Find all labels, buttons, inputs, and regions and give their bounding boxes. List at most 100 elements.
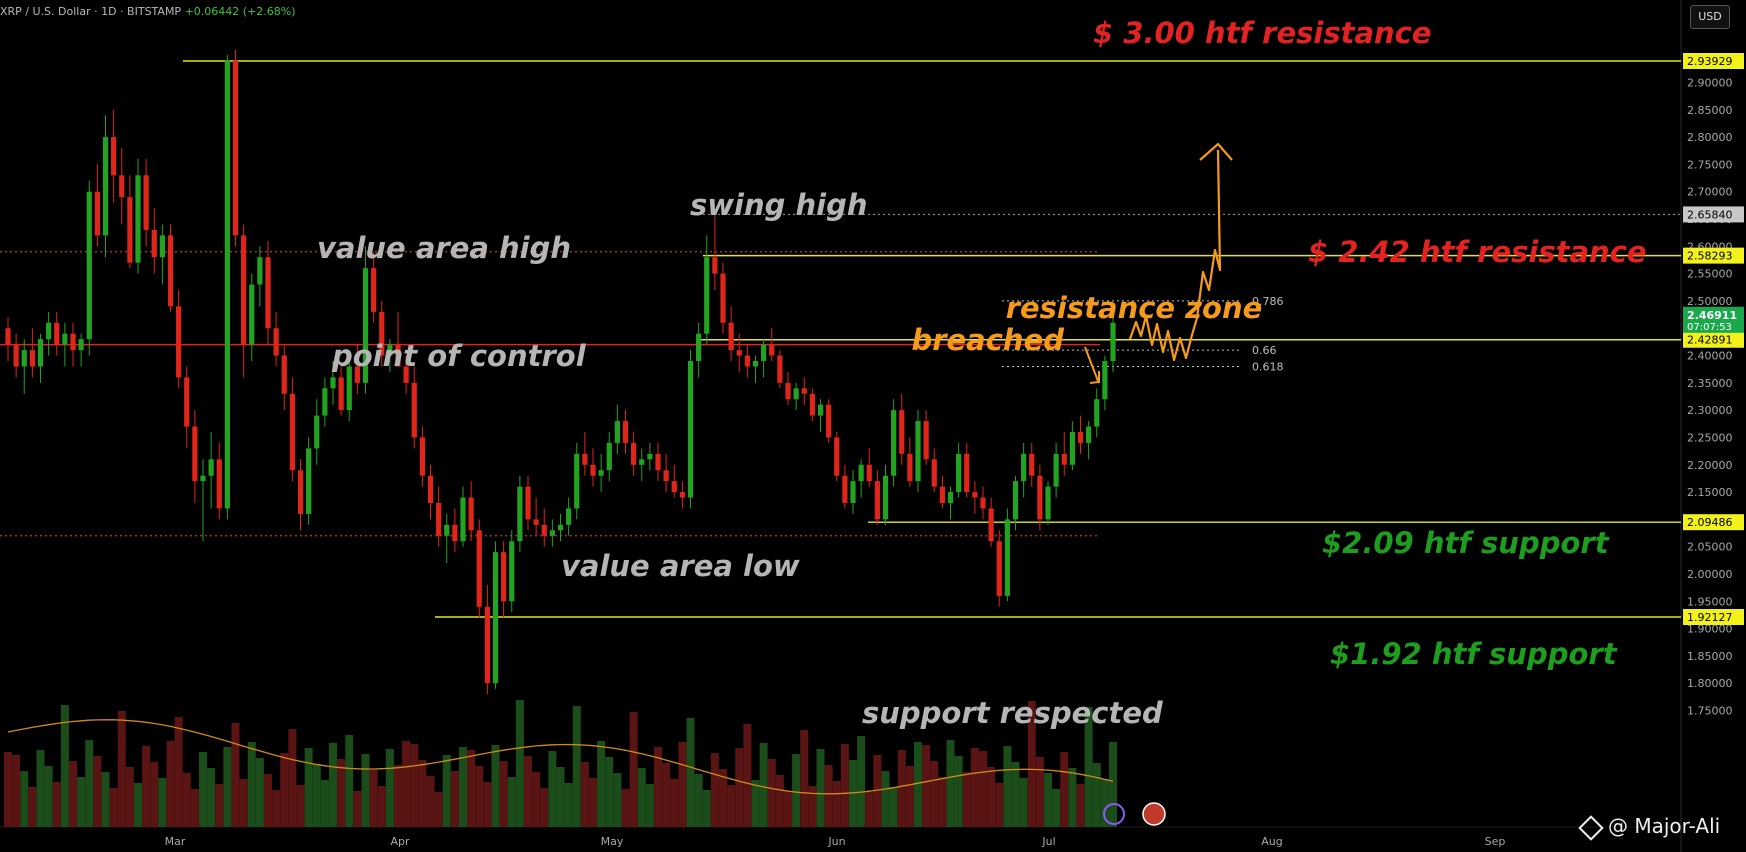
candle-body [671,481,677,493]
candle-body [1053,453,1059,487]
candle-body [696,333,702,361]
volume-bar [150,762,159,827]
candle-body [777,355,783,383]
candle [411,366,417,449]
candle [37,333,44,383]
candle-body [135,175,141,263]
candle [891,399,897,487]
y-tick-label: 2.75000 [1687,158,1733,171]
candle-body [322,388,328,416]
y-tick-label: 1.80000 [1687,677,1733,690]
candle [94,164,100,247]
candle-body [94,191,100,236]
volume-bar [580,762,589,827]
candle [492,541,499,689]
volume-bar [199,752,207,827]
candle-body [102,137,109,236]
candle-body [972,492,978,498]
candle-body [1037,475,1043,520]
candle-body [86,191,92,340]
candle [736,333,742,372]
watermark-text: @ Major-Ali [1608,814,1721,838]
candle [842,464,848,509]
us-flag-icon [1142,802,1166,826]
candle [452,508,458,553]
candle [1077,415,1084,454]
candle [834,431,840,482]
candle-body [127,197,133,263]
candle-body [574,453,580,509]
candle-body [655,453,661,471]
candle [241,224,247,378]
candle [866,448,872,487]
volume-bar [426,776,435,827]
currency-button[interactable]: USD [1690,5,1730,29]
candle [598,453,604,493]
candle-body [346,366,352,411]
candle [614,404,620,454]
candle [184,366,190,449]
volume-bar [532,772,541,827]
candle [817,399,824,432]
candle-body [557,524,564,531]
volume-bar [589,778,597,827]
candle [460,486,466,547]
candle-body [761,344,767,361]
candle-body [801,388,807,394]
volume-bar [320,780,329,827]
candle-body [606,442,612,471]
candle-body [923,421,929,460]
candle-body [996,541,1002,596]
candle-body [419,437,425,476]
candle-body [452,524,458,542]
volume-bar [410,744,419,827]
fib-level-label: 0.66 [1252,344,1277,357]
volume-bar [808,786,817,827]
candle [159,224,165,285]
volume-bar [337,759,346,827]
candle-body [184,377,190,427]
y-tick-label: 2.00000 [1687,568,1733,581]
candle [232,49,239,247]
candle-body [647,453,653,460]
volume-bar [93,756,102,827]
candle-body [809,393,815,416]
symbol-header: XRP / U.S. Dollar · 1D · BITSTAMP +0.064… [0,5,296,18]
candle-body [159,235,165,258]
volume-bar [743,724,752,827]
candle-body [224,60,230,509]
candle-body [119,175,125,198]
price-level-badge [1683,53,1744,69]
volume-bar [296,785,305,827]
candle-body [907,453,913,482]
candle [728,306,734,361]
candle-body [826,404,832,438]
volume-bar [12,755,21,827]
candle-body [249,284,255,345]
volume-bar [572,706,581,827]
candle [346,355,352,422]
candle-body [403,366,409,383]
candle [574,442,580,520]
price-level-badge-label: 2.58293 [1687,250,1733,263]
candle-body [395,344,401,367]
volume-bar [735,748,744,827]
candle-body [590,464,596,476]
volume-bar [710,753,719,827]
candle [314,399,320,465]
volume-bar [987,767,996,827]
volume-bar [4,752,12,827]
candle [200,459,206,542]
price-level-badge [1683,331,1744,348]
candle-body [387,344,393,356]
candle [557,513,564,542]
candle [476,519,482,618]
price-level-badge [1683,609,1744,625]
candle [931,448,937,493]
y-tick-label: 2.85000 [1687,104,1733,117]
volume-bar [174,717,183,827]
volume-bar [597,741,606,827]
volume-bar [515,700,524,827]
volume-bar [970,748,979,827]
